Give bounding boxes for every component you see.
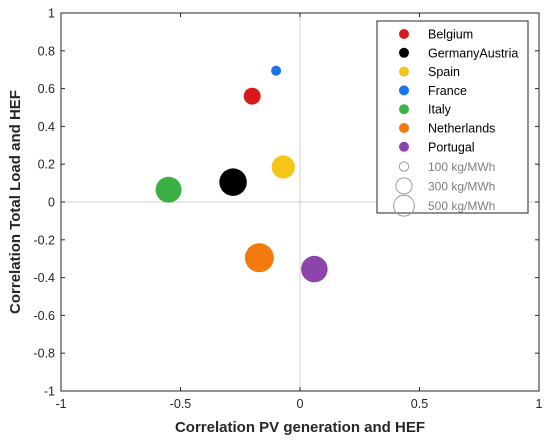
point-italy bbox=[155, 176, 182, 203]
axis-ticks: -1 -0.5 0 0.5 1 -1 -0.8 -0.6 -0.4 -0.2 0 0.2 0.4 0.6 0… bbox=[33, 7, 542, 412]
y-tick-label: 0.8 bbox=[38, 44, 55, 58]
plot-frame bbox=[60, 12, 540, 392]
point-netherlands bbox=[244, 243, 274, 273]
legend-size-label: 100 kg/MWh bbox=[428, 160, 495, 174]
y-tick-label: 0.6 bbox=[38, 82, 55, 96]
x-tick-label: 0 bbox=[297, 397, 304, 411]
legend-label-spain: Spain bbox=[428, 65, 460, 79]
x-tick-label: -0.5 bbox=[170, 397, 192, 411]
legend-size-label: 300 kg/MWh bbox=[428, 179, 495, 193]
legend-size-label: 500 kg/MWh bbox=[428, 199, 495, 213]
x-tick-label: 1 bbox=[536, 397, 543, 411]
y-tick-label: -0.6 bbox=[33, 309, 55, 323]
legend-label-italy: Italy bbox=[428, 103, 452, 117]
legend-size-marker bbox=[393, 194, 415, 217]
y-tick-label: -1 bbox=[44, 385, 55, 399]
x-tick-label: -1 bbox=[55, 397, 66, 411]
y-tick-label: -0.2 bbox=[33, 233, 55, 247]
legend-marker-italy bbox=[399, 104, 409, 115]
legend-marker-spain bbox=[399, 66, 409, 77]
x-tick-label: 0.5 bbox=[411, 397, 428, 411]
y-tick-label: 1 bbox=[48, 7, 55, 21]
legend-label-france: France bbox=[428, 84, 467, 98]
point-france bbox=[271, 65, 282, 76]
y-tick-label: -0.4 bbox=[33, 271, 55, 285]
y-tick-label: 0.2 bbox=[38, 158, 55, 172]
point-portugal bbox=[301, 255, 328, 283]
legend-label-portugal: Portugal bbox=[428, 140, 475, 154]
point-spain bbox=[271, 155, 295, 179]
y-tick-label: 0 bbox=[48, 196, 55, 210]
legend-marker-germanyaustria bbox=[399, 47, 409, 58]
legend-size-marker bbox=[398, 161, 410, 172]
point-belgium bbox=[243, 87, 261, 105]
x-axis-title: Correlation PV generation and HEF bbox=[175, 419, 425, 436]
legend-marker-portugal bbox=[399, 141, 409, 152]
y-tick-label: 0.4 bbox=[38, 120, 55, 134]
legend-marker-belgium bbox=[399, 29, 409, 39]
y-axis-title: Correlation Total Load and HEF bbox=[7, 90, 24, 314]
legend-label-netherlands: Netherlands bbox=[428, 122, 495, 136]
legend-size-marker bbox=[395, 177, 413, 195]
legend-label-belgium: Belgium bbox=[428, 28, 473, 42]
legend-label-germanyaustria: GermanyAustria bbox=[428, 46, 518, 60]
data-points bbox=[155, 65, 328, 283]
y-tick-label: -0.8 bbox=[33, 347, 55, 361]
point-germanyaustria bbox=[219, 168, 247, 196]
legend: Belgium GermanyAustria Spain France Italy Net… bbox=[376, 20, 529, 217]
legend-marker-france bbox=[399, 85, 409, 96]
legend-marker-netherlands bbox=[399, 123, 409, 133]
